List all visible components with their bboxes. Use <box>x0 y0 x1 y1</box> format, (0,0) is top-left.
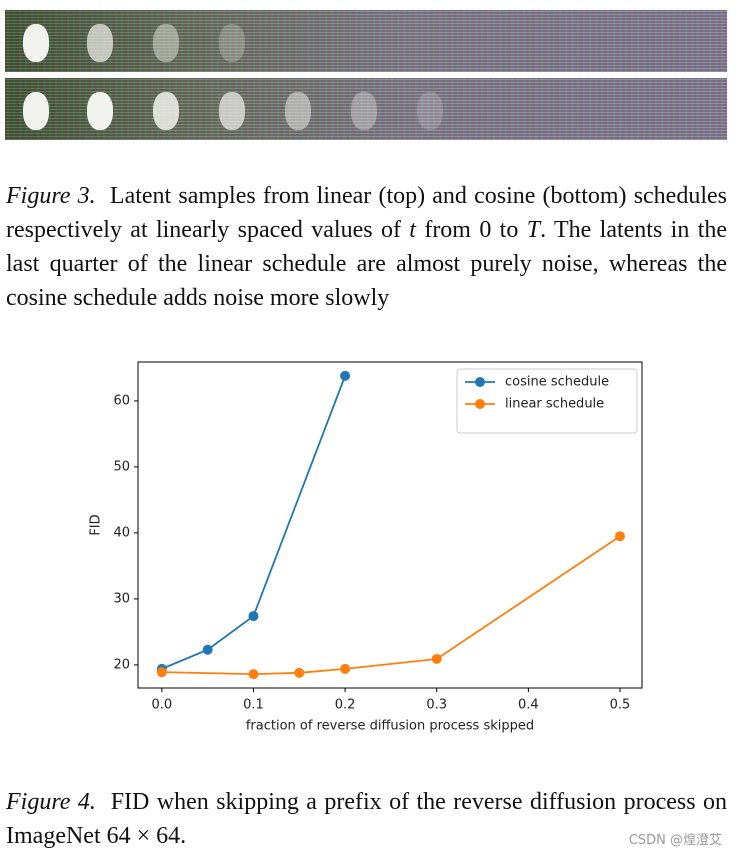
figure-3-caption: Figure 3. Latent samples from linear (to… <box>6 179 727 315</box>
point <box>340 370 351 381</box>
y-tick-label: 40 <box>113 525 130 540</box>
caption-math: T <box>526 217 541 243</box>
latent-strip-cosine <box>5 78 727 140</box>
legend-label: cosine schedule <box>505 375 609 390</box>
series-line <box>161 375 346 670</box>
x-tick-label: 0.0 <box>151 698 172 713</box>
point <box>248 611 259 622</box>
caption-text: FID when skipping a prefix of the revers… <box>6 789 727 849</box>
watermark: CSDN @煌澄艾 <box>628 833 722 848</box>
x-tick-label: 0.3 <box>426 698 447 713</box>
legend-marker <box>475 399 485 409</box>
caption-label: Figure 3. <box>6 183 96 209</box>
legend-label: linear schedule <box>505 397 604 412</box>
point <box>156 667 167 678</box>
x-tick-label: 0.4 <box>518 698 539 713</box>
chart: 0.0 0.1 0.2 0.3 0.4 0.5 20 30 40 50 60 fraction of … <box>89 361 643 734</box>
plot-frame <box>137 361 643 689</box>
x-tick-label: 0.5 <box>610 698 631 713</box>
caption-math: t <box>409 217 416 243</box>
caption-text: Latent samples from linear (top) and cos… <box>6 183 727 243</box>
point <box>248 669 259 680</box>
point <box>294 667 305 678</box>
legend-box <box>456 368 638 434</box>
y-tick-label: 60 <box>113 393 130 408</box>
caption-text: . The latents in the last quarter of the… <box>6 217 728 311</box>
caption-math: 64 × 64 <box>106 823 181 849</box>
point <box>202 644 213 655</box>
y-tick-label: 20 <box>113 657 130 672</box>
caption-text: . <box>180 823 187 849</box>
caption-label: Figure 4. <box>6 789 96 815</box>
latent-strip-linear <box>5 10 727 72</box>
y-tick-label: 50 <box>113 459 130 474</box>
point <box>615 531 626 542</box>
x-tick-label: 0.1 <box>243 698 264 713</box>
point <box>340 663 351 674</box>
series-line <box>161 535 621 676</box>
figure-4-caption: Figure 4. FID when skipping a prefix of … <box>6 785 727 853</box>
point <box>431 653 442 664</box>
caption-text: from 0 to <box>415 217 527 243</box>
y-axis-label: FID <box>89 514 104 535</box>
x-tick-label: 0.2 <box>335 698 356 713</box>
y-tick-label: 30 <box>113 591 130 606</box>
legend-marker <box>475 377 485 387</box>
x-axis-label: fraction of reverse diffusion process sk… <box>246 719 534 734</box>
